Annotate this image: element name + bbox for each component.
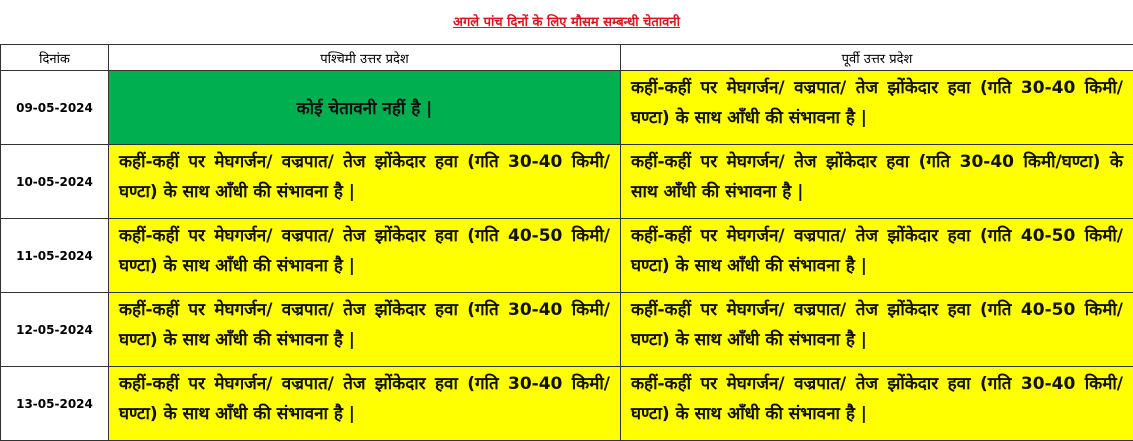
header-west-up: पश्चिमी उत्तर प्रदेश <box>108 44 621 71</box>
east-up-warning-cell: कहीं-कहीं पर मेघगर्जन/ वज्रपात/ तेज झोंक… <box>620 292 1133 367</box>
west-up-warning-cell: कहीं-कहीं पर मेघगर्जन/ वज्रपात/ तेज झोंक… <box>108 218 621 293</box>
header-east-up: पूर्वी उत्तर प्रदेश <box>620 44 1133 71</box>
date-cell: 09-05-2024 <box>0 70 109 145</box>
west-up-warning-cell: कहीं-कहीं पर मेघगर्जन/ वज्रपात/ तेज झोंक… <box>108 144 621 219</box>
east-up-warning-cell: कहीं-कहीं पर मेघगर्जन/ तेज झोंकेदार हवा … <box>620 144 1133 219</box>
date-cell: 12-05-2024 <box>0 292 109 367</box>
header-date: दिनांक <box>0 44 109 71</box>
table-row: 09-05-2024 कोई चेतावनी नहीं है | कहीं-कहीं… <box>0 70 1133 145</box>
east-up-warning-cell: कहीं-कहीं पर मेघगर्जन/ वज्रपात/ तेज झोंक… <box>620 218 1133 293</box>
west-up-warning-cell: कहीं-कहीं पर मेघगर्जन/ वज्रपात/ तेज झोंक… <box>108 292 621 367</box>
date-cell: 10-05-2024 <box>0 144 109 219</box>
date-cell: 11-05-2024 <box>0 218 109 293</box>
table-row: 10-05-2024 कहीं-कहीं पर मेघगर्जन/ वज्रपात… <box>0 144 1133 219</box>
table-row: 12-05-2024 कहीं-कहीं पर मेघगर्जन/ वज्रपात… <box>0 292 1133 367</box>
east-up-warning-cell: कहीं-कहीं पर मेघगर्जन/ वज्रपात/ तेज झोंक… <box>620 70 1133 145</box>
page-title: अगले पांच दिनों के लिए मौसम सम्बन्धी चेत… <box>453 15 680 30</box>
west-up-warning-cell: कोई चेतावनी नहीं है | <box>108 70 621 145</box>
table-row: 11-05-2024 कहीं-कहीं पर मेघगर्जन/ वज्रपात… <box>0 218 1133 293</box>
date-cell: 13-05-2024 <box>0 366 109 441</box>
west-up-warning-cell: कहीं-कहीं पर मेघगर्जन/ वज्रपात/ तेज झोंक… <box>108 366 621 441</box>
header-row: दिनांक पश्चिमी उत्तर प्रदेश पूर्वी उत्तर… <box>0 44 1133 71</box>
east-up-warning-cell: कहीं-कहीं पर मेघगर्जन/ वज्रपात/ तेज झोंक… <box>620 366 1133 441</box>
table-row: 13-05-2024 कहीं-कहीं पर मेघगर्जन/ वज्रपात… <box>0 366 1133 441</box>
warning-table: दिनांक पश्चिमी उत्तर प्रदेश पूर्वी उत्तर… <box>0 44 1133 441</box>
